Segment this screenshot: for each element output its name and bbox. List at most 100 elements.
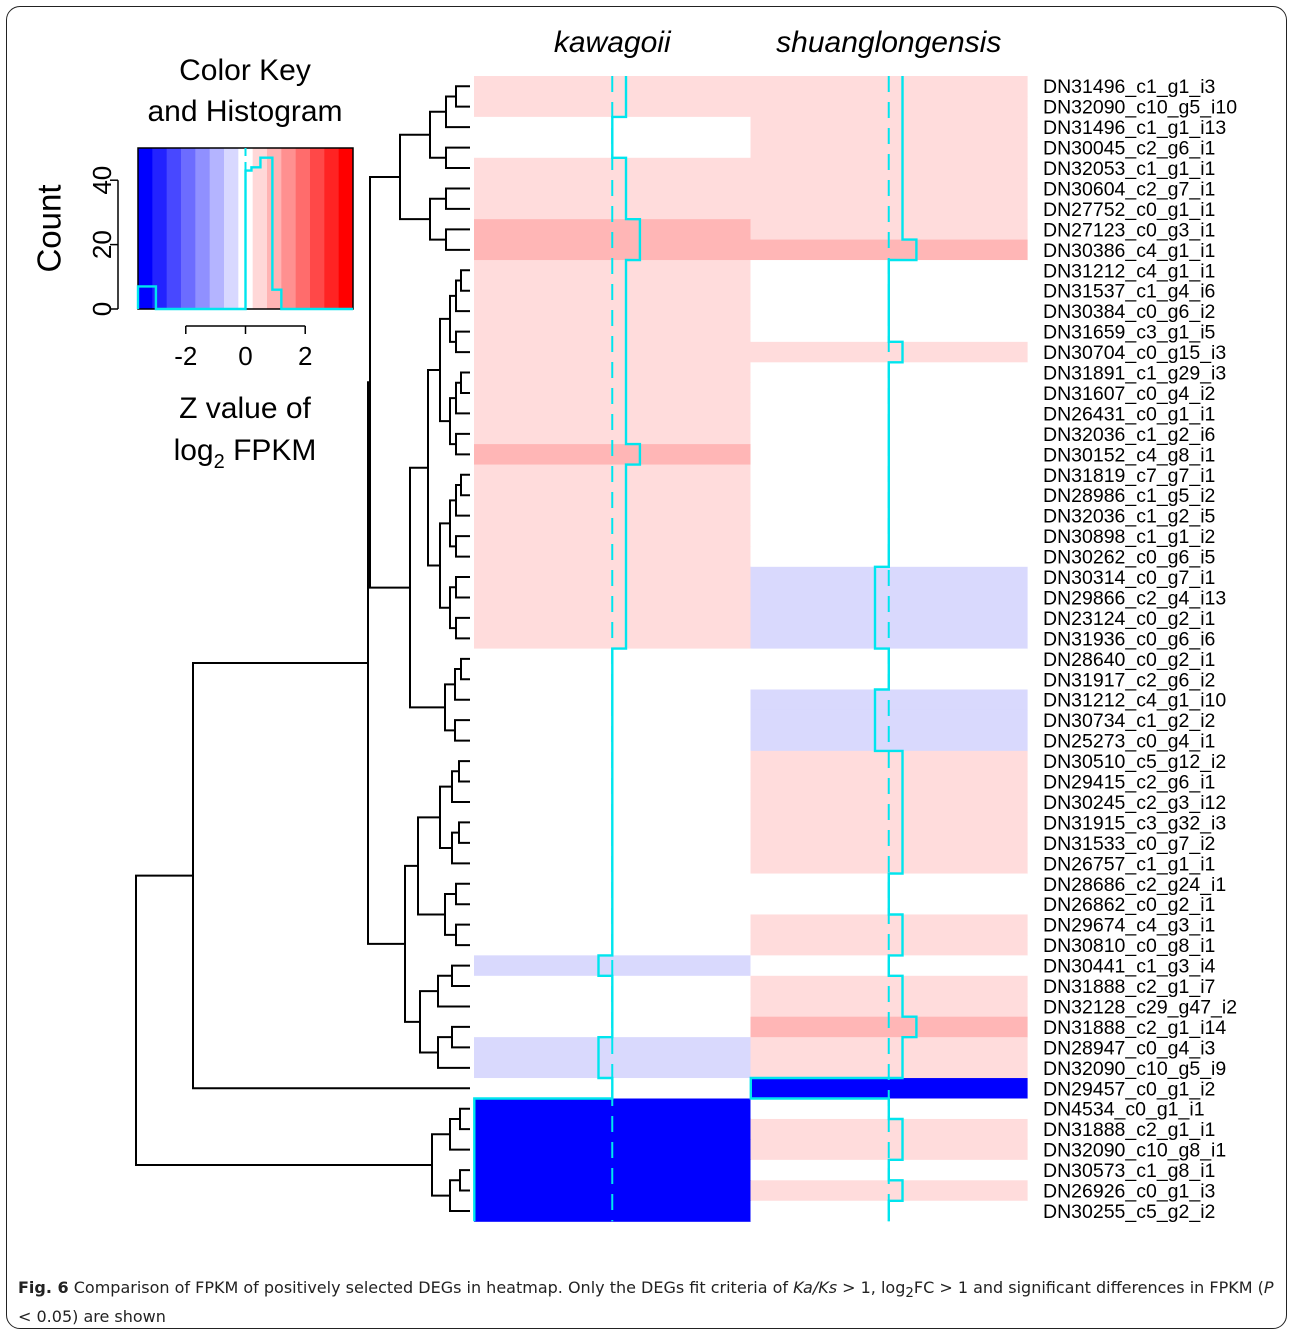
dendrogram-link <box>369 175 410 589</box>
row-label: DN27123_c0_g3_i1 <box>1043 219 1215 241</box>
dendrogram-link <box>135 874 432 1166</box>
dendrogram-link <box>451 964 470 988</box>
dendrogram-link <box>458 821 470 844</box>
row-label: DN31212_c4_g1_i10 <box>1043 690 1226 712</box>
row-label: DN32090_c10_g5_i9 <box>1043 1058 1226 1080</box>
row-label: DN30384_c0_g6_i2 <box>1043 301 1215 323</box>
heatmap-cell <box>474 403 752 425</box>
row-label: DN30262_c0_g6_i5 <box>1043 547 1216 569</box>
dendrogram-link <box>439 317 450 423</box>
dendrogram-link <box>455 923 470 947</box>
dendrogram-link <box>192 662 470 1090</box>
trace-line <box>473 76 642 1222</box>
heatmap-cell <box>750 914 1028 936</box>
row-label: DN30898_c1_g1_i2 <box>1043 526 1215 548</box>
row-label: DN26926_c0_g1_i3 <box>1043 1181 1215 1203</box>
color-key-swatch <box>310 148 325 309</box>
row-label: DN31936_c0_g6_i6 <box>1043 628 1215 650</box>
row-label: DN30604_c2_g7_i1 <box>1043 178 1215 200</box>
dendrogram-link <box>439 522 450 609</box>
row-label: DN30441_c1_g3_i4 <box>1043 956 1216 978</box>
dendrogram-link <box>439 785 452 849</box>
row-label: DN31212_c4_g1_i1 <box>1043 260 1215 282</box>
caption-text-2: > 1, log <box>837 1278 906 1297</box>
row-label: DN4534_c0_g1_i1 <box>1043 1099 1205 1121</box>
heatmap-cell <box>474 321 752 343</box>
dendrogram-link <box>455 381 470 415</box>
heatmap-cell <box>474 628 752 650</box>
color-key-swatch <box>138 148 153 309</box>
trace-lines <box>473 76 918 1222</box>
heatmap-cell <box>474 1200 752 1222</box>
figure-caption: Fig. 6 Comparison of FPKM of positively … <box>18 1276 1280 1328</box>
heatmap-cell <box>750 607 1028 629</box>
row-label: DN28640_c0_g2_i1 <box>1043 649 1215 671</box>
row-label: DN29866_c2_g4_i13 <box>1043 587 1226 609</box>
dendrogram-link <box>455 616 470 640</box>
row-label: DN31537_c1_g4_i6 <box>1043 281 1215 303</box>
dendrogram-link <box>460 473 470 497</box>
color-key-xlabel: log2 FPKM <box>174 434 317 473</box>
heatmap-cells <box>474 76 1028 1222</box>
heatmap-cell <box>750 709 1028 731</box>
dendrogram-link <box>451 770 470 803</box>
color-key: 0 20 40 Count -2 0 2 Color Key and Histogram Z va… <box>31 54 354 473</box>
dendrogram-link <box>444 893 456 936</box>
trace-line <box>749 76 918 1222</box>
dendrogram-link <box>455 330 470 354</box>
dendrogram-link <box>451 831 470 865</box>
dendrogram-link <box>455 576 470 599</box>
dendrogram-link <box>445 187 470 210</box>
dendrogram-link <box>444 683 455 732</box>
dendrogram-link <box>437 974 470 1008</box>
color-key-swatch <box>295 148 311 309</box>
heatmap-cell <box>474 1180 752 1202</box>
dendrogram-link <box>458 760 470 783</box>
color-key-swatch <box>324 148 340 309</box>
dendrogram-link <box>427 368 440 567</box>
row-label: DN30245_c2_g3_i12 <box>1043 792 1226 814</box>
row-label: DN32036_c1_g2_i6 <box>1043 424 1215 446</box>
dendrogram-link <box>445 228 470 251</box>
heatmap-cell <box>750 239 1028 261</box>
heatmap-cell <box>474 239 752 261</box>
dendrogram-link <box>454 719 470 742</box>
row-label: DN31659_c3_g1_i5 <box>1043 322 1216 344</box>
color-key-swatch <box>181 148 196 309</box>
heatmap-cell <box>750 812 1028 834</box>
heatmap-cell <box>474 1098 752 1120</box>
row-label: DN29415_c2_g6_i1 <box>1043 772 1215 794</box>
dendrogram-link <box>445 146 470 170</box>
dendrogram-link <box>460 269 470 292</box>
dendrogram-link <box>445 95 470 129</box>
row-label: DN30045_c2_g6_i1 <box>1043 138 1215 160</box>
color-key-x-tick-label: -2 <box>174 341 197 371</box>
dendrogram-link <box>451 1025 470 1049</box>
dendrogram-link <box>419 990 438 1054</box>
caption-kaks: Ka/Ks <box>793 1278 838 1297</box>
dendrogram-link <box>459 1169 470 1192</box>
row-label: DN30734_c1_g2_i2 <box>1043 710 1215 732</box>
dendrogram-link <box>459 1107 470 1131</box>
row-label: DN26862_c0_g2_i1 <box>1043 894 1215 916</box>
heatmap-cell <box>750 628 1028 650</box>
column-label: shuanglongensis <box>776 26 1001 59</box>
heatmap-cell <box>750 996 1028 1018</box>
dendrogram-link <box>455 85 470 108</box>
heatmap-cell <box>474 505 752 527</box>
row-label: DN30510_c5_g12_i2 <box>1043 751 1226 773</box>
row-label: DN32053_c1_g1_i1 <box>1043 158 1215 180</box>
column-label: kawagoii <box>554 26 672 59</box>
color-key-title: and Histogram <box>147 95 342 128</box>
row-label: DN31917_c2_g6_i2 <box>1043 669 1215 691</box>
color-key-swatch <box>281 148 297 309</box>
row-label: DN25273_c0_g4_i1 <box>1043 731 1215 753</box>
dendrogram-link <box>460 371 470 394</box>
caption-sub: 2 <box>905 1286 914 1302</box>
row-label: DN32128_c29_g47_i2 <box>1043 996 1237 1018</box>
dendrogram-link <box>455 432 470 456</box>
row-label: DN28686_c2_g24_i1 <box>1043 874 1226 896</box>
color-key-xlabel: Z value of <box>179 392 311 425</box>
caption-fig-label: Fig. 6 <box>18 1278 69 1297</box>
